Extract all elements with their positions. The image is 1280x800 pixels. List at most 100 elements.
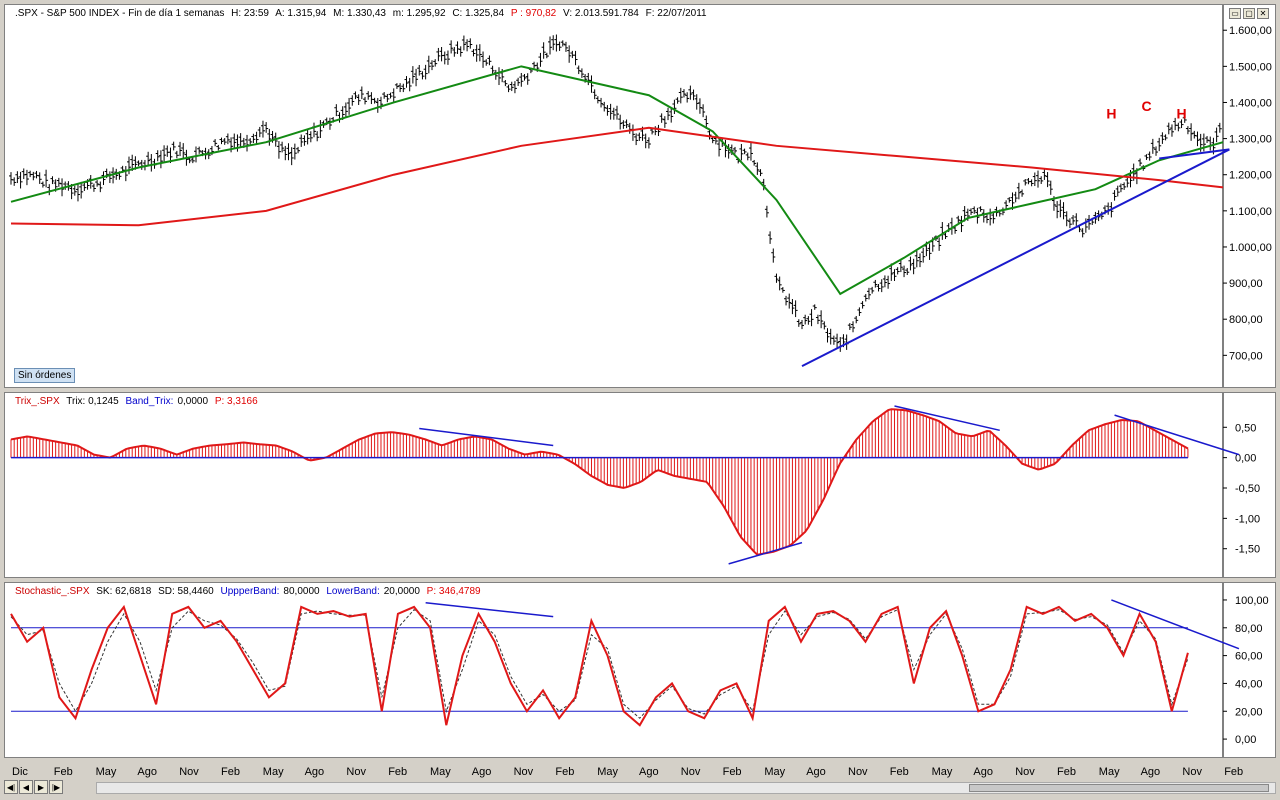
scroll-thumb[interactable] [969, 784, 1269, 792]
trendline [1159, 148, 1230, 160]
y-tick-label: 60,00 [1235, 651, 1263, 663]
y-tick-label: 100,00 [1235, 595, 1269, 607]
symbol-label: .SPX - S&P 500 INDEX - Fin de día 1 sema… [15, 8, 225, 19]
horizontal-scrollbar[interactable] [96, 782, 1276, 794]
y-tick-label: 1.400,00 [1229, 97, 1272, 109]
x-tick-label: May [931, 766, 953, 778]
low-value: m: 1.295,92 [392, 8, 446, 19]
y-tick-label: 0,00 [1235, 453, 1256, 465]
trendline [801, 148, 1230, 368]
x-tick-label: Feb [555, 766, 575, 778]
x-tick-label: Nov [1015, 766, 1035, 778]
ma-red-line [10, 126, 1224, 227]
last-button[interactable]: |▶ [49, 780, 63, 794]
x-tick-label: Nov [179, 766, 199, 778]
trix-trendline [1114, 414, 1240, 456]
trix-trendline [894, 405, 1000, 432]
y-tick-label: 1.100,00 [1229, 206, 1272, 218]
trix-trendline [419, 427, 554, 447]
sin-ordenes-button[interactable]: Sin órdenes [14, 368, 76, 383]
volume-value: V: 2.013.591.784 [563, 8, 639, 19]
y-tick-label: 0,50 [1235, 422, 1256, 434]
x-tick-label: Nov [346, 766, 366, 778]
prev-button[interactable]: ◀ [19, 780, 33, 794]
minimize-button[interactable]: ▭ [1229, 8, 1241, 19]
sk-value: SK: 62,6818 [96, 586, 152, 597]
band-trix-name: Band_Trix: [125, 396, 174, 407]
x-tick-label: Feb [388, 766, 408, 778]
m-value: M: 1.330,43 [333, 8, 386, 19]
x-tick-label: Feb [221, 766, 240, 778]
x-tick-label: May [597, 766, 618, 778]
trix-trendline [728, 541, 803, 565]
x-tick-label: May [95, 766, 117, 778]
y-tick-label: 80,00 [1235, 623, 1263, 635]
x-tick-label: Feb [53, 766, 73, 778]
stoch-p-value: P: 346,4789 [426, 586, 481, 597]
close-value: C: 1.325,84 [452, 8, 505, 19]
trix-p-value: P: 3,3166 [214, 396, 258, 407]
first-button[interactable]: ◀| [4, 780, 18, 794]
lower-band-value: 20,0000 [383, 586, 420, 597]
trix-bars [10, 409, 1189, 555]
x-tick-label: Ago [471, 766, 492, 778]
price-header: .SPX - S&P 500 INDEX - Fin de día 1 sema… [15, 8, 711, 19]
pattern-label: C [1141, 98, 1151, 114]
stochastic-panel: Stochastic_.SPX SK: 62,6818 SD: 58,4460 … [4, 582, 1276, 758]
stoch-name: Stochastic_.SPX [15, 586, 90, 597]
x-tick-label: Ago [973, 766, 993, 778]
window-controls: ▭ ▢ ✕ [1229, 8, 1269, 19]
x-tick-label: Feb [722, 766, 742, 778]
trix-name: Trix_.SPX [15, 396, 60, 407]
x-tick-label: May [1098, 766, 1120, 778]
maximize-button[interactable]: ▢ [1243, 8, 1255, 19]
trix-line [10, 408, 1189, 556]
price-panel: .SPX - S&P 500 INDEX - Fin de día 1 sema… [4, 4, 1276, 388]
high-value: H: 23:59 [231, 8, 269, 19]
x-tick-label: Ago [1140, 766, 1161, 778]
x-tick-label: Feb [1057, 766, 1076, 778]
y-tick-label: 0,00 [1235, 734, 1256, 746]
upper-band-name: UppperBand: [220, 586, 280, 597]
stoch-sd-line [10, 609, 1189, 719]
x-tick-label: Ago [304, 766, 325, 778]
lower-band-name: LowerBand: [326, 586, 380, 597]
y-tick-label: 1.600,00 [1229, 25, 1272, 37]
x-tick-label: Ago [137, 766, 157, 778]
stochastic-chart[interactable]: 0,00 20,00 40,00 60,00 80,00 100,00 [5, 583, 1275, 757]
x-tick-label: Ago [639, 766, 659, 778]
y-tick-label: 900,00 [1229, 278, 1263, 290]
next-button[interactable]: ▶ [34, 780, 48, 794]
price-value: P : 970,82 [510, 8, 557, 19]
pattern-label: H [1177, 105, 1187, 121]
trix-chart[interactable]: -1,50 -1,00 -0,50 0,00 0,50 [5, 393, 1275, 577]
stoch-sk-line [10, 604, 1189, 727]
y-tick-label: -0,50 [1235, 483, 1260, 495]
x-tick-label: Nov [513, 766, 534, 778]
trix-panel: Trix_.SPX Trix: 0,1245 Band_Trix: 0,0000 … [4, 392, 1276, 578]
band-trix-value: 0,0000 [177, 396, 209, 407]
y-tick-label: 1.300,00 [1229, 134, 1272, 146]
a-value: A: 1.315,94 [275, 8, 327, 19]
sd-value: SD: 58,4460 [158, 586, 214, 597]
x-tick-label: May [430, 766, 451, 778]
y-tick-label: 40,00 [1235, 678, 1263, 690]
stoch-header: Stochastic_.SPX SK: 62,6818 SD: 58,4460 … [15, 586, 485, 597]
ma-green-line [10, 65, 1224, 296]
stoch-trendline [425, 601, 554, 618]
close-button[interactable]: ✕ [1257, 8, 1269, 19]
trix-header: Trix_.SPX Trix: 0,1245 Band_Trix: 0,0000 … [15, 396, 262, 407]
price-chart[interactable]: 700,00 800,00 900,00 1.000,00 1.100,00 1.200,… [5, 5, 1275, 387]
navigation-controls: ◀| ◀ ▶ |▶ [4, 780, 63, 796]
x-tick-label: May [262, 766, 284, 778]
y-tick-label: -1,00 [1235, 513, 1260, 525]
y-tick-label: 1.000,00 [1229, 242, 1272, 254]
x-tick-label: Nov [680, 766, 701, 778]
y-tick-label: 1.500,00 [1229, 61, 1272, 73]
x-tick-label: May [764, 766, 786, 778]
x-tick-label: Ago [806, 766, 826, 778]
x-tick-label: Dic [12, 766, 28, 778]
x-tick-label: Nov [1182, 766, 1202, 778]
date-value: F: 22/07/2011 [645, 8, 707, 19]
pattern-label: H [1106, 105, 1116, 121]
